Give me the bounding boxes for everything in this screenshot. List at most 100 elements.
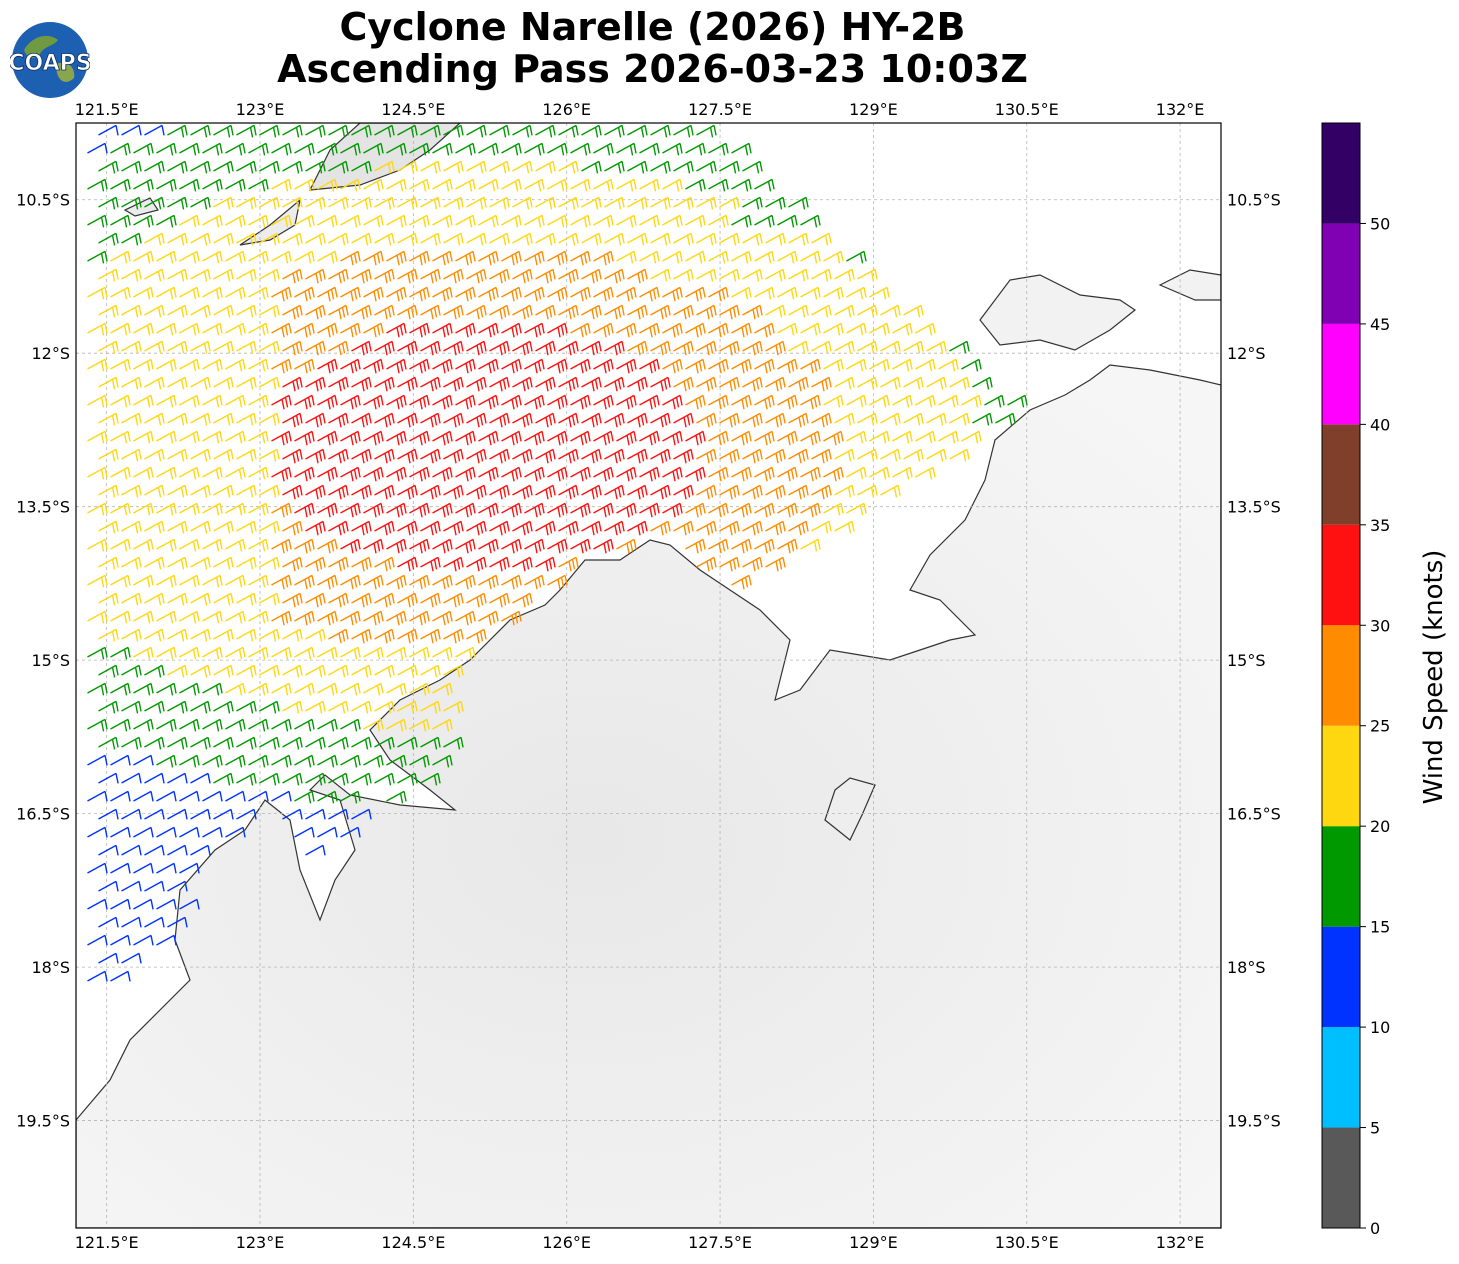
wind-barb [846,286,867,300]
wind-barb [363,358,384,374]
wind-barb [570,322,591,338]
wind-barb [144,124,165,136]
wind-barb [282,772,303,786]
wind-barb [880,340,901,354]
colorbar-tick-label: 45 [1370,315,1390,334]
wind-barb [248,502,269,516]
wind-barb [179,430,200,444]
wind-barb [581,520,602,536]
wind-barb [777,250,798,264]
wind-barb [271,322,292,338]
wind-barb [397,160,418,174]
wind-barb [834,520,855,534]
wind-barb [547,142,568,156]
wind-barb [478,142,499,156]
wind-barb [202,358,223,372]
wind-barb [512,484,533,500]
wind-barb [305,484,326,500]
colorbar-bin [1322,725,1360,827]
wind-barb [271,286,292,302]
wind-barb [501,394,522,410]
wind-barb [363,322,384,338]
wind-barb [650,268,671,282]
wind-barb [282,556,303,572]
wind-barb [259,664,280,678]
wind-barb [305,736,326,750]
wind-barb [685,502,706,518]
wind-barb [236,232,257,246]
wind-barb [869,286,890,300]
wind-barb [880,448,901,462]
wind-barb [317,214,338,228]
wind-barb [800,538,821,552]
wind-barb [317,682,338,696]
wind-barb [708,394,729,410]
wind-barb [98,304,119,318]
wind-barb [949,448,970,462]
wind-barb [708,502,729,518]
wind-barb [363,754,384,768]
wind-barb [144,268,165,282]
wind-barb [328,592,349,608]
wind-barb [834,412,855,426]
wind-barb [202,286,223,300]
wind-barb [604,160,625,174]
wind-barb [455,286,476,302]
wind-barb [133,862,154,874]
wind-barb [719,304,740,320]
wind-barb [386,646,407,660]
wind-barb [363,214,384,228]
wind-barb [777,394,798,410]
wind-barb [156,178,177,192]
wind-barb [374,592,395,608]
wind-barb [386,754,407,768]
wind-barb [961,358,982,372]
wind-barb [294,286,315,302]
wind-barb [190,592,211,606]
wind-barb [121,232,142,246]
wind-barb [271,646,292,660]
wind-barb [846,250,867,264]
wind-barb [225,322,246,336]
wind-barb [731,322,752,338]
wind-barb [432,178,453,192]
wind-barb [351,556,372,572]
wind-barb [363,538,384,554]
wind-barb [662,322,683,338]
wind-barb [489,340,510,356]
wind-barb [328,196,349,210]
wind-barb [110,538,131,552]
wind-barb [351,376,372,392]
wind-barb [87,322,108,336]
wind-barb [512,592,533,608]
wind-barb [627,124,648,138]
wind-barb [363,250,384,266]
wind-barb [397,628,418,644]
wind-barb [121,160,142,174]
wind-barb [731,142,752,156]
wind-barb [547,394,568,410]
wind-barb [535,232,556,246]
wind-barb [455,538,476,554]
lon-label-top: 127.5°E [688,100,752,119]
wind-barb [501,610,522,626]
wind-barb [581,448,602,464]
wind-barb [443,664,464,678]
colorbar-bin [1322,323,1360,425]
wind-barb [903,448,924,462]
wind-barb [328,520,349,536]
wind-barb [363,142,384,156]
wind-barb [926,376,947,390]
wind-barb [420,628,441,644]
wind-barb [213,196,234,210]
wind-barb [777,286,798,300]
wind-barb [317,430,338,446]
wind-barb [144,880,165,892]
wind-barb [742,340,763,356]
wind-barb [708,358,729,374]
wind-barb [961,430,982,444]
wind-barb [949,340,970,354]
wind-barb [110,466,131,480]
wind-barb [121,376,142,390]
wind-barb [248,790,269,802]
